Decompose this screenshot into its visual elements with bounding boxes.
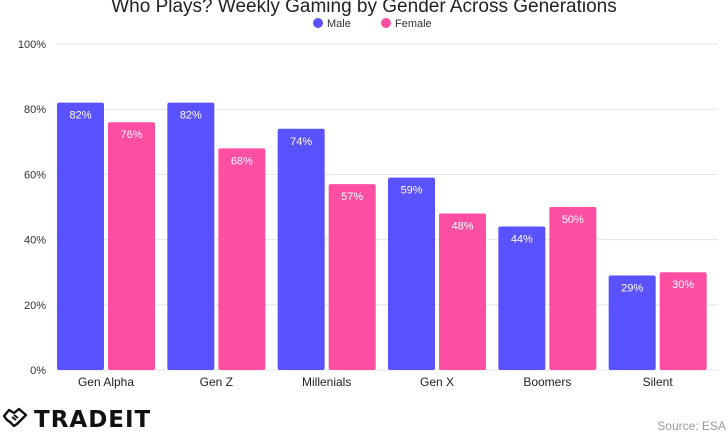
source-note: Source: ESA xyxy=(657,419,726,433)
data-label: 59% xyxy=(400,185,422,197)
data-label: 50% xyxy=(562,214,584,226)
data-label: 74% xyxy=(290,136,312,148)
bar-male xyxy=(608,275,656,370)
handshake-icon xyxy=(2,404,28,435)
legend-label-male: Male xyxy=(327,18,351,30)
chart-title: Who Plays? Weekly Gaming by Gender Acros… xyxy=(111,0,617,17)
x-axis: Gen Alpha Gen Z Millenials Gen X Boomers Sile… xyxy=(78,375,673,389)
bar-male xyxy=(277,128,325,370)
bar-female xyxy=(108,122,155,371)
bar-female xyxy=(549,207,597,370)
x-tick-label: Gen Z xyxy=(200,375,233,389)
bar-female xyxy=(659,272,707,370)
bar-male xyxy=(57,102,104,371)
data-label: 82% xyxy=(180,110,202,122)
data-label: 76% xyxy=(120,129,142,141)
x-tick-label: Gen X xyxy=(420,375,454,389)
legend-marker-male xyxy=(313,18,323,28)
bar-male xyxy=(388,177,435,370)
y-tick-label: 0% xyxy=(30,365,46,377)
x-tick-label: Boomers xyxy=(523,375,571,389)
bar-male xyxy=(498,226,546,370)
y-tick-label: 80% xyxy=(24,104,46,116)
brand-name: TRADEIT xyxy=(34,406,152,433)
data-label: 29% xyxy=(621,282,643,294)
data-label: 68% xyxy=(231,155,253,167)
legend-marker-female xyxy=(381,18,391,28)
data-label: 30% xyxy=(672,279,694,291)
legend-label-female: Female xyxy=(395,18,432,30)
y-tick-label: 40% xyxy=(24,235,46,247)
data-label: 48% xyxy=(451,221,473,233)
bar-female xyxy=(218,148,266,370)
data-label: 57% xyxy=(341,191,363,203)
gridlines xyxy=(56,43,718,371)
x-tick-label: Silent xyxy=(643,375,674,389)
bar-female xyxy=(439,213,486,370)
bar-female xyxy=(328,184,376,370)
bar-male xyxy=(167,102,215,371)
y-axis: 0% 20% 40% 60% 80% 100% xyxy=(18,39,46,377)
y-tick-label: 60% xyxy=(24,169,46,181)
chart-legend: Male Female xyxy=(313,18,432,30)
data-label: 44% xyxy=(511,234,533,246)
bars: 82% 76% 82% 68% 74% 57% 59% 48% 44% 50% 29% 30% xyxy=(57,102,707,371)
data-label: 82% xyxy=(69,110,91,122)
y-tick-label: 100% xyxy=(18,39,46,51)
brand-logo: TRADEIT xyxy=(2,404,151,435)
x-tick-label: Gen Alpha xyxy=(78,375,134,389)
x-tick-label: Millenials xyxy=(302,375,351,389)
y-tick-label: 20% xyxy=(24,300,46,312)
